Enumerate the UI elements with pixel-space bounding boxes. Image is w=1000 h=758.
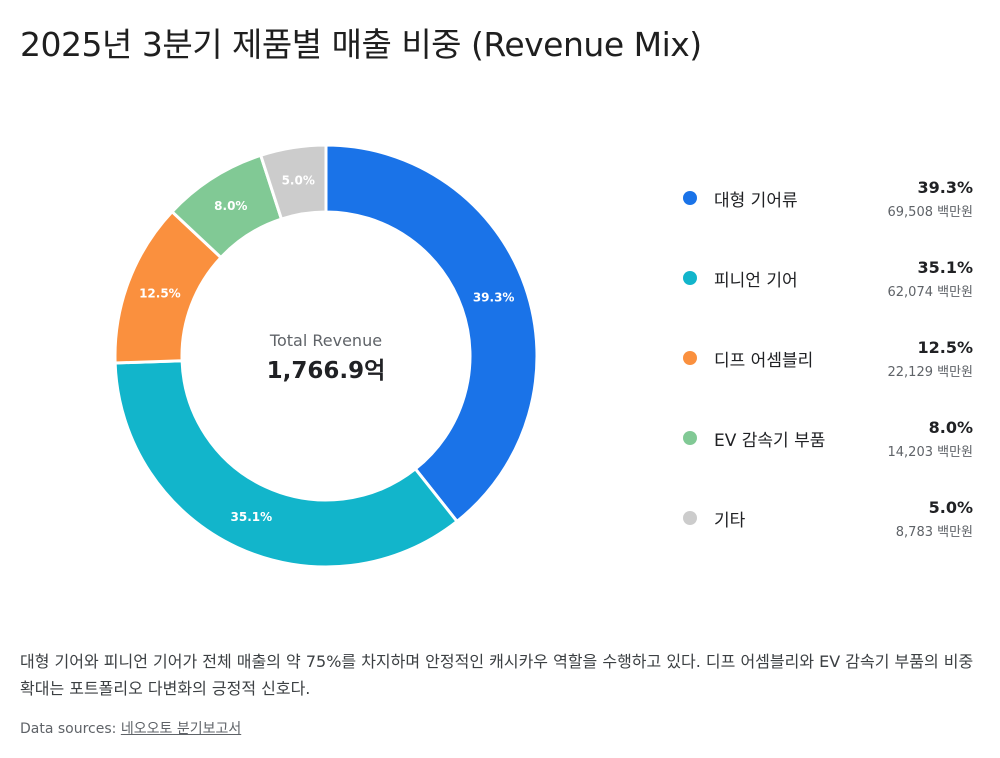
- legend-value: 62,074 백만원: [887, 285, 974, 300]
- chart-summary: 대형 기어와 피니언 기어가 전체 매출의 약 75%를 차지하며 안정적인 캐…: [20, 652, 974, 698]
- legend-item-3: EV 감속기 부품 8.0% 14,203 백만원: [678, 414, 973, 494]
- legend-name: 기타: [714, 511, 746, 531]
- legend-percent: 8.0%: [928, 418, 973, 437]
- data-sources-label: Data sources:: [20, 721, 121, 737]
- legend-dot-icon: [683, 511, 697, 525]
- donut-slice-label-0: 39.3%: [473, 291, 515, 305]
- donut-slice-4: [259, 143, 328, 221]
- donut-slice-label-2: 12.5%: [139, 286, 181, 300]
- center-label: Total Revenue: [269, 331, 382, 350]
- donut-slice-1: [113, 359, 459, 569]
- donut-slice-labels: 39.3% 35.1% 12.5% 8.0% 5.0%: [139, 174, 514, 524]
- legend-item-2: 디프 어셈블리 12.5% 22,129 백만원: [678, 334, 973, 414]
- legend-value: 14,203 백만원: [887, 445, 974, 460]
- legend-dot-icon: [683, 191, 697, 205]
- legend-name: 대형 기어류: [714, 191, 798, 211]
- donut-chart: 39.3% 35.1% 12.5% 8.0% 5.0% Total Revenue 1,…: [113, 143, 539, 569]
- donut-slices: [113, 143, 539, 569]
- chart-title: 2025년 3분기 제품별 매출 비중 (Revenue Mix): [20, 25, 702, 64]
- data-sources: Data sources: 네오오토 분기보고서: [20, 718, 241, 738]
- legend-dot-icon: [683, 271, 697, 285]
- donut-slice-0: [324, 143, 539, 523]
- legend-percent: 39.3%: [917, 178, 973, 197]
- center-total-value: 1,766.9억: [267, 358, 386, 384]
- legend-name: 피니언 기어: [714, 271, 798, 291]
- legend-name: EV 감속기 부품: [714, 431, 826, 451]
- legend-percent: 5.0%: [928, 498, 973, 517]
- legend-value: 22,129 백만원: [887, 365, 974, 380]
- donut-slice-label-3: 8.0%: [214, 199, 247, 213]
- legend-value: 8,783 백만원: [895, 525, 973, 540]
- legend-dot-icon: [683, 351, 697, 365]
- legend-percent: 35.1%: [917, 258, 973, 277]
- data-source-link[interactable]: 네오오토 분기보고서: [120, 721, 242, 737]
- legend-name: 디프 어셈블리: [714, 351, 814, 371]
- legend-value: 69,508 백만원: [887, 205, 974, 220]
- legend-item-4: 기타 5.0% 8,783 백만원: [678, 494, 973, 574]
- legend-dot-icon: [683, 431, 697, 445]
- donut-slice-label-4: 5.0%: [282, 174, 315, 188]
- donut-slice-label-1: 35.1%: [231, 510, 273, 524]
- legend-item-1: 피니언 기어 35.1% 62,074 백만원: [678, 254, 973, 334]
- legend-percent: 12.5%: [917, 338, 973, 357]
- legend-item-0: 대형 기어류 39.3% 69,508 백만원: [678, 174, 973, 254]
